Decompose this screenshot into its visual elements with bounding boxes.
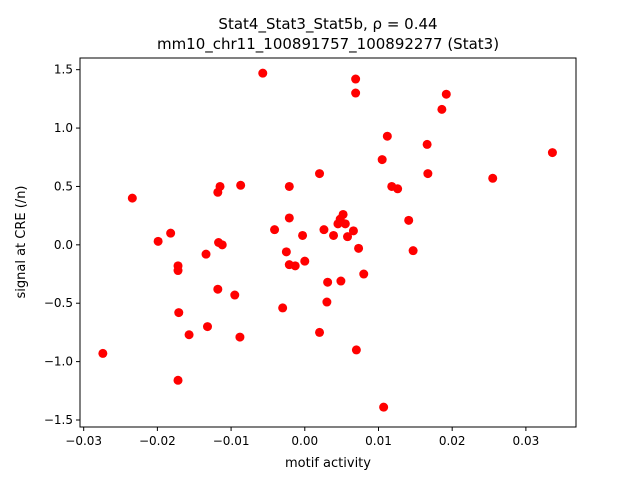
y-tick-label: 1.0 <box>54 121 73 135</box>
y-tick-label: −0.5 <box>44 296 73 310</box>
data-point <box>213 284 223 294</box>
plot-area <box>79 57 577 428</box>
data-point <box>201 249 211 259</box>
data-point <box>423 169 433 179</box>
data-point <box>300 256 310 266</box>
data-point <box>236 180 246 190</box>
data-point <box>351 88 361 98</box>
data-point <box>315 169 325 179</box>
data-point <box>359 269 369 279</box>
x-axis: −0.03 −0.02 −0.01 0.00 0.01 0.02 0.03 <box>65 427 539 448</box>
data-point <box>173 375 183 385</box>
data-point <box>278 303 288 313</box>
data-point <box>351 74 361 84</box>
y-tick-label: 0.0 <box>54 238 73 252</box>
data-point <box>230 290 240 300</box>
data-point <box>422 139 432 149</box>
chart-title-line2: mm10_chr11_100891757_100892277 (Stat3) <box>157 35 499 54</box>
data-point <box>343 232 353 242</box>
data-point <box>348 226 358 236</box>
data-point <box>215 181 225 191</box>
data-point <box>340 219 350 229</box>
data-point <box>284 213 294 223</box>
data-point <box>281 247 291 257</box>
data-point <box>153 236 163 246</box>
data-point <box>338 209 348 219</box>
data-point <box>258 68 268 78</box>
data-point <box>284 181 294 191</box>
y-axis: −1.5 −1.0 −0.5 0.0 0.5 1.0 1.5 <box>44 63 80 427</box>
data-point <box>336 276 346 286</box>
data-point <box>174 308 184 318</box>
data-point <box>98 348 108 358</box>
y-tick-label: 0.5 <box>54 179 73 193</box>
data-point <box>382 131 392 141</box>
data-points <box>98 68 557 412</box>
y-tick-label: −1.0 <box>44 355 73 369</box>
data-point <box>351 345 361 355</box>
x-tick-label: 0.02 <box>439 434 466 448</box>
chart-title-line1: Stat4_Stat3_Stat5b, ρ = 0.44 <box>218 15 437 34</box>
data-point <box>298 230 308 240</box>
data-point <box>354 243 364 253</box>
data-point <box>408 246 418 256</box>
y-tick-label: 1.5 <box>54 63 73 77</box>
data-point <box>488 173 498 183</box>
data-point <box>166 228 176 238</box>
data-point <box>329 230 339 240</box>
data-point <box>173 266 183 276</box>
x-tick-label: −0.02 <box>139 434 176 448</box>
y-axis-label: signal at CRE (/n) <box>14 185 29 298</box>
data-point <box>203 322 213 332</box>
x-tick-label: −0.03 <box>65 434 102 448</box>
data-point <box>235 332 245 342</box>
data-point <box>393 184 403 194</box>
y-tick-label: −1.5 <box>44 413 73 427</box>
data-point <box>437 104 447 114</box>
data-point <box>379 402 389 412</box>
data-point <box>377 155 387 165</box>
data-point <box>404 215 414 225</box>
x-axis-label: motif activity <box>285 456 371 471</box>
data-point <box>127 193 137 203</box>
data-point <box>441 89 451 99</box>
data-point <box>184 330 194 340</box>
x-tick-label: 0.03 <box>513 434 540 448</box>
data-point <box>322 297 332 307</box>
data-point <box>290 261 300 271</box>
data-point <box>315 327 325 337</box>
x-tick-label: −0.01 <box>213 434 250 448</box>
x-tick-label: 0.01 <box>365 434 392 448</box>
data-point <box>323 277 333 287</box>
data-point <box>270 225 280 235</box>
data-point <box>319 225 329 235</box>
data-point <box>217 240 227 250</box>
x-tick-label: 0.00 <box>291 434 318 448</box>
data-point <box>547 148 557 158</box>
